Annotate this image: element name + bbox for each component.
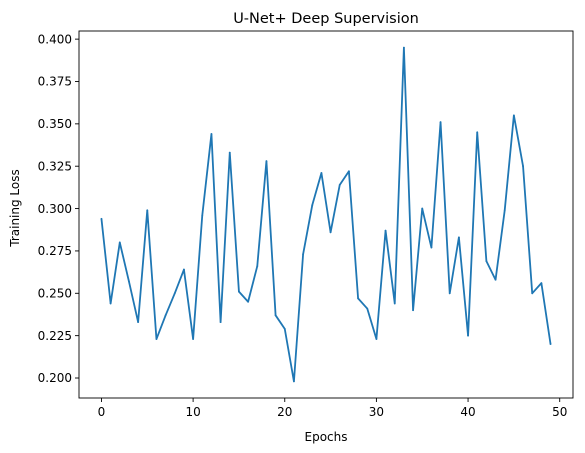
data-point (265, 160, 268, 163)
plot-area: 0.200 0.225 0.250 0.275 0.300 0.325 0.350 0.375… (38, 30, 574, 419)
data-point (512, 114, 515, 117)
x-tick-label: 40 (460, 405, 475, 419)
x-axis-label: Epochs (305, 430, 348, 444)
y-tick-label: 0.375 (38, 75, 72, 89)
chart-title: U-Net+ Deep Supervision (233, 11, 419, 27)
y-axis-ticks: 0.200 0.225 0.250 0.275 0.300 0.325 0.350 0.375… (38, 32, 79, 385)
data-point (329, 231, 332, 234)
data-point (192, 338, 195, 340)
data-point (228, 151, 231, 154)
x-tick-label: 50 (552, 405, 567, 419)
data-point (173, 292, 176, 295)
data-point (366, 307, 369, 310)
data-point (137, 321, 140, 323)
x-tick-label: 10 (185, 405, 200, 419)
y-tick-label: 0.400 (38, 32, 72, 46)
data-point (412, 309, 414, 312)
data-point (430, 246, 433, 249)
data-point (256, 265, 259, 268)
data-point (375, 338, 378, 340)
data-point (274, 314, 277, 317)
data-point (384, 229, 387, 232)
data-point (210, 133, 213, 135)
data-point (393, 302, 396, 305)
data-point (540, 282, 543, 285)
data-point (238, 290, 240, 293)
data-point (531, 292, 534, 295)
data-point (448, 292, 451, 295)
data-point (467, 334, 469, 337)
data-point (109, 302, 112, 305)
y-tick-label: 0.300 (38, 202, 72, 216)
data-point (118, 241, 121, 244)
y-axis-label: Training Loss (8, 169, 22, 247)
x-tick-label: 30 (369, 405, 384, 419)
data-point (320, 172, 323, 174)
data-point (421, 207, 424, 210)
data-point (183, 268, 185, 271)
data-point (476, 131, 479, 134)
data-point (338, 183, 341, 186)
axes-frame (78, 30, 574, 399)
data-point (247, 300, 249, 303)
y-tick-label: 0.325 (38, 159, 72, 173)
y-tick-label: 0.275 (38, 244, 72, 258)
data-point (164, 314, 167, 317)
data-point (311, 204, 314, 207)
data-point (439, 121, 442, 124)
data-point (403, 46, 405, 49)
data-point (503, 209, 506, 212)
data-point (146, 209, 149, 212)
data-point (522, 165, 524, 168)
series-line (100, 46, 552, 383)
data-point (302, 253, 304, 256)
y-tick-label: 0.200 (38, 371, 72, 385)
data-point (219, 321, 222, 323)
data-point (494, 278, 497, 281)
y-tick-label: 0.350 (38, 117, 72, 131)
data-points (100, 46, 552, 383)
data-point (457, 236, 460, 239)
data-point (357, 297, 359, 300)
data-point (100, 217, 103, 220)
x-tick-label: 0 (98, 405, 106, 419)
data-point (283, 327, 286, 330)
y-tick-label: 0.225 (38, 329, 72, 343)
data-point (155, 338, 158, 340)
y-tick-label: 0.250 (38, 286, 72, 300)
data-point (128, 280, 130, 283)
x-tick-label: 20 (277, 405, 292, 419)
data-point (485, 260, 488, 262)
data-point (293, 380, 295, 383)
data-point (348, 170, 350, 173)
x-axis-ticks: 0 10 20 30 40 50 (98, 398, 567, 419)
data-point (201, 214, 204, 217)
data-point (549, 343, 552, 346)
